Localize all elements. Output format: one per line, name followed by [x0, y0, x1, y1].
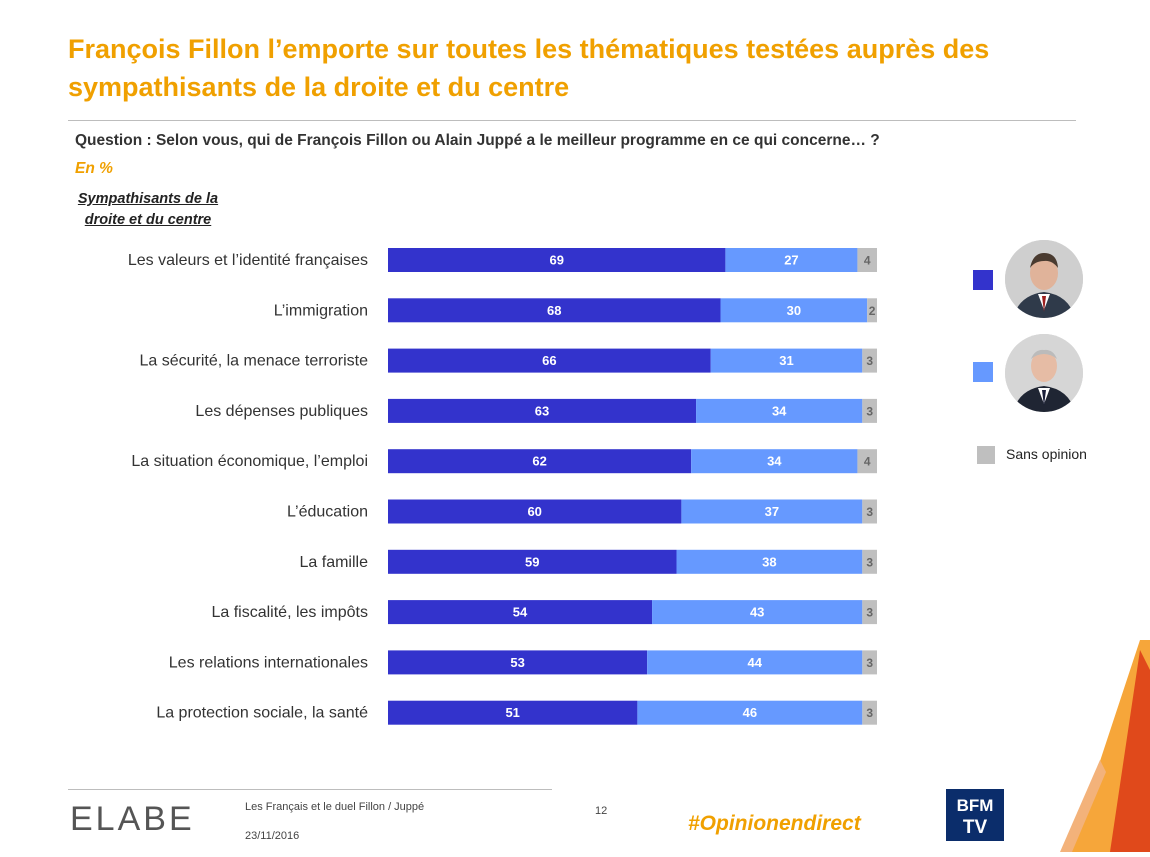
- bar-juppe: [696, 398, 863, 423]
- bar-fillon: [388, 549, 677, 574]
- value-label-juppe: 37: [765, 504, 779, 519]
- value-label-sans-opinion: 4: [864, 254, 871, 268]
- bar-fillon: [388, 298, 721, 323]
- value-label-juppe: 46: [743, 705, 757, 720]
- elabe-chevron-decoration-icon: [1040, 640, 1150, 852]
- question-text: Question : Selon vous, qui de François F…: [75, 132, 880, 149]
- value-label-juppe: 34: [772, 403, 787, 418]
- footer-divider: [68, 789, 552, 790]
- value-label-fillon: 68: [547, 303, 561, 318]
- value-label-sans-opinion: 3: [866, 505, 873, 519]
- legend-label-sans-opinion: Sans opinion: [1006, 446, 1087, 462]
- elabe-logo: ELABE: [70, 800, 195, 838]
- fillon-portrait-icon: [1005, 240, 1083, 318]
- bar-sans-opinion: [867, 298, 877, 323]
- value-label-sans-opinion: 2: [869, 304, 876, 318]
- value-label-fillon: 54: [513, 605, 528, 620]
- category-label: La situation économique, l’emploi: [131, 453, 368, 470]
- bar-fillon: [388, 499, 682, 524]
- category-label: La protection sociale, la santé: [156, 705, 368, 722]
- bar-sans-opinion: [857, 449, 877, 474]
- group-label: Sympathisants de la droite et du centre: [68, 189, 228, 231]
- bar-sans-opinion: [862, 398, 877, 423]
- category-label: L’éducation: [287, 504, 368, 521]
- bar-sans-opinion: [857, 248, 877, 272]
- value-label-fillon: 51: [505, 705, 519, 720]
- bar-juppe: [676, 549, 863, 574]
- value-label-sans-opinion: 3: [866, 354, 873, 368]
- bar-juppe: [691, 449, 858, 474]
- category-label: Les valeurs et l’identité françaises: [128, 252, 368, 269]
- bar-sans-opinion: [862, 348, 877, 373]
- bar-juppe: [725, 248, 858, 272]
- bfmtv-logo-icon: BFM TV: [946, 789, 1004, 841]
- bar-fillon: [388, 398, 697, 423]
- legend-swatch-fillon: [973, 270, 993, 290]
- page-number: 12: [595, 805, 608, 817]
- value-label-juppe: 31: [779, 353, 793, 368]
- legend-swatch-sans-opinion: [977, 446, 995, 464]
- category-label: La fiscalité, les impôts: [211, 604, 368, 621]
- study-title: Les Français et le duel Fillon / Juppé: [245, 801, 425, 813]
- value-label-fillon: 62: [532, 454, 546, 469]
- value-label-fillon: 63: [535, 403, 549, 418]
- bar-juppe: [710, 348, 863, 373]
- bar-sans-opinion: [862, 499, 877, 524]
- value-label-sans-opinion: 3: [866, 656, 873, 670]
- category-label: La sécurité, la menace terroriste: [139, 353, 368, 370]
- value-label-juppe: 30: [787, 303, 801, 318]
- bar-juppe: [637, 700, 863, 725]
- value-label-juppe: 44: [748, 655, 763, 670]
- hashtag: #Opinionendirect: [688, 812, 861, 835]
- value-label-fillon: 59: [525, 554, 539, 569]
- svg-text:TV: TV: [963, 817, 988, 838]
- legend-swatch-juppe: [973, 362, 993, 382]
- category-label: Les relations internationales: [169, 654, 368, 671]
- bar-sans-opinion: [862, 650, 877, 675]
- value-label-sans-opinion: 3: [866, 404, 873, 418]
- value-label-fillon: 53: [510, 655, 524, 670]
- bar-juppe: [681, 499, 863, 524]
- value-label-juppe: 27: [784, 253, 798, 268]
- group-label-line2: droite et du centre: [84, 212, 212, 228]
- category-label: L’immigration: [274, 302, 368, 319]
- bar-sans-opinion: [862, 600, 877, 625]
- value-label-fillon: 69: [549, 253, 563, 268]
- value-label-juppe: 43: [750, 605, 764, 620]
- bar-juppe: [720, 298, 868, 323]
- group-label-line1: Sympathisants de la: [77, 191, 219, 207]
- bar-sans-opinion: [862, 549, 877, 574]
- value-label-juppe: 38: [762, 554, 776, 569]
- value-label-sans-opinion: 3: [866, 555, 873, 569]
- study-date: 23/11/2016: [245, 830, 300, 842]
- value-label-fillon: 60: [527, 504, 541, 519]
- bar-fillon: [388, 248, 726, 272]
- title-divider: [68, 120, 1076, 121]
- bar-fillon: [388, 449, 692, 474]
- category-label: Les dépenses publiques: [195, 403, 368, 420]
- bar-fillon: [388, 650, 648, 675]
- value-label-juppe: 34: [767, 454, 782, 469]
- unit-label: En %: [75, 160, 113, 177]
- value-label-fillon: 66: [542, 353, 556, 368]
- juppe-portrait-icon: [1005, 334, 1083, 412]
- bar-juppe: [652, 600, 863, 625]
- category-label: La famille: [300, 554, 369, 571]
- bar-fillon: [388, 700, 638, 725]
- value-label-sans-opinion: 4: [864, 455, 871, 469]
- bar-fillon: [388, 600, 653, 625]
- svg-text:BFM: BFM: [957, 796, 994, 815]
- bar-sans-opinion: [862, 700, 877, 725]
- value-label-sans-opinion: 3: [866, 606, 873, 620]
- bar-fillon: [388, 348, 711, 373]
- page-title: François Fillon l’emporte sur toutes les…: [68, 34, 990, 102]
- value-label-sans-opinion: 3: [866, 706, 873, 720]
- bar-juppe: [647, 650, 863, 675]
